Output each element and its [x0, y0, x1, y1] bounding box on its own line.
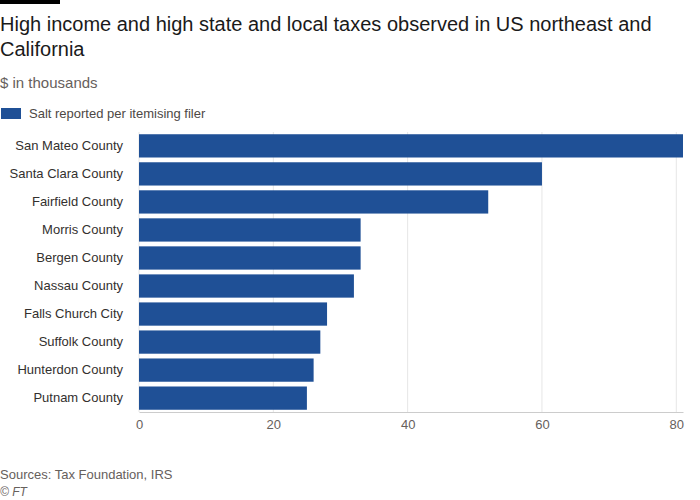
y-tick-label: Hunterdon County	[17, 362, 123, 377]
legend-swatch	[1, 108, 21, 119]
x-tick-label: 60	[535, 417, 549, 432]
bar	[139, 134, 683, 157]
source: Sources: Tax Foundation, IRS	[0, 467, 173, 482]
y-tick: San Mateo County	[15, 138, 139, 153]
y-tick-label: Fairfield County	[32, 194, 124, 209]
y-tick: Bergen County	[36, 250, 139, 265]
y-tick: Putnam County	[33, 390, 139, 405]
x-axis: 0 20 40 60 80	[136, 412, 684, 432]
plot: 0 20 40 60 80 San Mateo County Santa Clara Cou…	[10, 132, 684, 432]
y-tick-label: Putnam County	[33, 390, 123, 405]
bar	[139, 246, 361, 269]
y-tick: Nassau County	[34, 278, 139, 293]
x-tick: 80	[670, 412, 684, 432]
chart: High income and high state and local tax…	[0, 0, 700, 500]
bar	[139, 190, 488, 213]
y-tick-label: Nassau County	[34, 278, 123, 293]
ft-bar	[0, 0, 60, 4]
grid-line	[676, 132, 677, 412]
legend: Salt reported per itemising filer	[1, 106, 206, 121]
y-tick: Morris County	[42, 222, 139, 237]
credit: © FT	[0, 485, 29, 499]
x-tick: 0	[136, 412, 143, 432]
grid	[139, 132, 676, 412]
bars	[139, 134, 683, 410]
x-tick: 60	[535, 412, 549, 432]
y-tick: Hunterdon County	[17, 362, 139, 377]
x-tick-label: 40	[401, 417, 415, 432]
y-tick: Santa Clara County	[10, 166, 139, 181]
title: High income and high state and local tax…	[0, 13, 652, 60]
x-tick: 40	[401, 412, 415, 432]
x-axis-line	[140, 412, 684, 413]
y-tick-label: San Mateo County	[15, 138, 123, 153]
y-tick: Suffolk County	[39, 334, 139, 349]
y-axis: San Mateo County Santa Clara County Fairfi…	[10, 138, 139, 405]
y-tick-label: Morris County	[42, 222, 123, 237]
subtitle: $ in thousands	[0, 74, 98, 91]
bar	[139, 274, 354, 297]
x-tick-label: 80	[670, 417, 684, 432]
bar	[139, 358, 314, 381]
legend-label: Salt reported per itemising filer	[29, 106, 206, 121]
y-tick-label: Falls Church City	[24, 306, 123, 321]
bar	[139, 302, 327, 325]
y-tick-label: Santa Clara County	[10, 166, 124, 181]
x-tick: 20	[267, 412, 281, 432]
bar	[139, 386, 307, 409]
bar	[139, 162, 542, 185]
y-tick-label: Suffolk County	[39, 334, 124, 349]
bar	[139, 218, 361, 241]
x-tick-label: 20	[267, 417, 281, 432]
y-tick: Fairfield County	[32, 194, 139, 209]
bar	[139, 330, 320, 353]
x-tick-label: 0	[136, 417, 143, 432]
y-tick: Falls Church City	[24, 306, 139, 321]
y-tick-label: Bergen County	[36, 250, 123, 265]
